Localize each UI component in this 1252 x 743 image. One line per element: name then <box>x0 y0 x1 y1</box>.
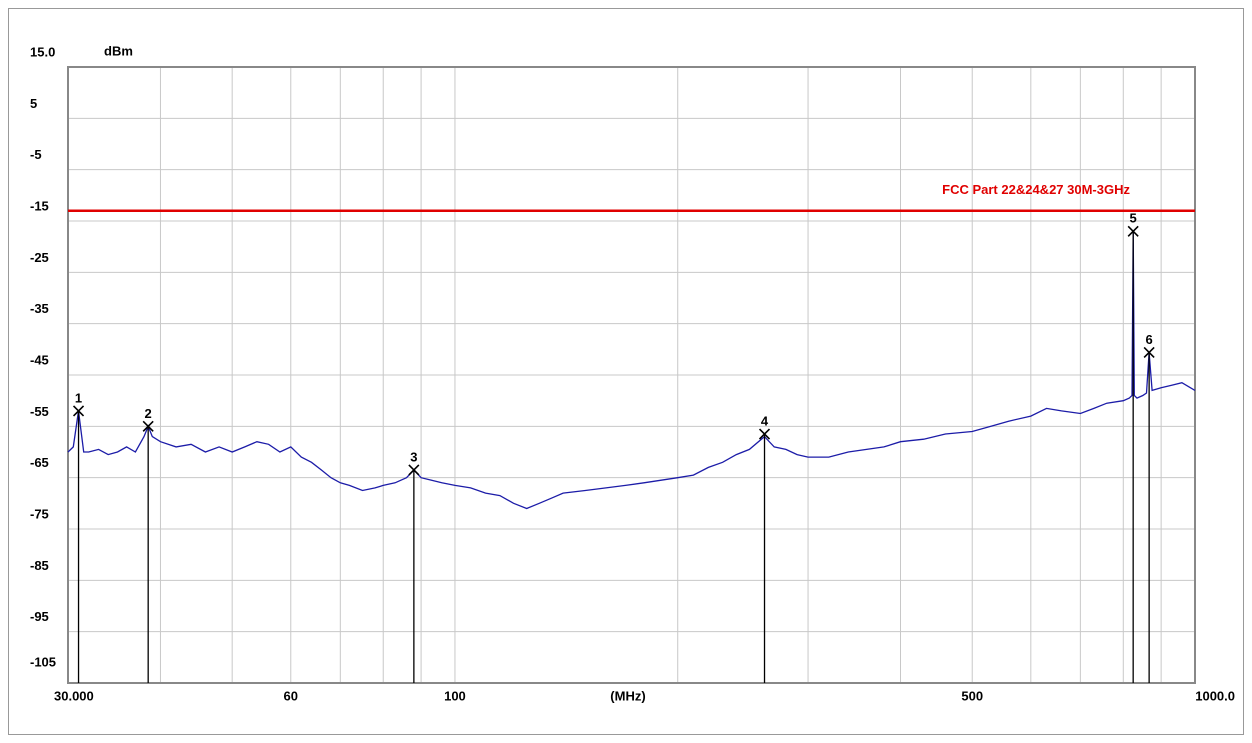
marker-label: 6 <box>1146 332 1153 347</box>
y-tick-label: -85 <box>30 558 49 573</box>
marker <box>1127 225 1139 237</box>
marker-label: 3 <box>410 449 417 464</box>
marker-label: 1 <box>75 390 82 405</box>
y-tick-label: -105 <box>30 654 56 669</box>
marker <box>72 405 85 417</box>
y-tick-label: -15 <box>30 198 49 213</box>
y-tick-label: -95 <box>30 609 49 624</box>
x-tick-label: 60 <box>284 688 298 703</box>
marker <box>142 420 154 432</box>
y-tick-label: -75 <box>30 506 49 521</box>
limit-label: FCC Part 22&24&27 30M-3GHz <box>942 182 1130 197</box>
marker <box>1143 346 1155 358</box>
y-tick-label: -65 <box>30 455 49 470</box>
marker-label: 4 <box>761 413 769 428</box>
marker-label: 2 <box>145 406 152 421</box>
frame <box>8 8 1244 735</box>
x-axis-label: (MHz) <box>610 688 645 703</box>
y-tick-label: -45 <box>30 352 49 367</box>
x-tick-label: 30.000 <box>54 688 94 703</box>
x-tick-label: 100 <box>444 688 466 703</box>
x-tick-label: 500 <box>961 688 983 703</box>
y-tick-label: -55 <box>30 404 49 419</box>
y-tick-label: -5 <box>30 147 42 162</box>
y-unit: dBm <box>104 43 133 58</box>
x-tick-label: 1000.0 <box>1195 688 1235 703</box>
trace <box>67 231 1196 510</box>
y-tick-label: 5 <box>30 96 37 111</box>
plot-border <box>67 66 1196 684</box>
y-tick-label: -25 <box>30 250 49 265</box>
y-tick-label: -35 <box>30 301 49 316</box>
y-tick-label: 15.0 <box>30 44 55 59</box>
marker <box>758 428 771 440</box>
marker-label: 5 <box>1130 211 1137 226</box>
marker <box>408 464 420 476</box>
